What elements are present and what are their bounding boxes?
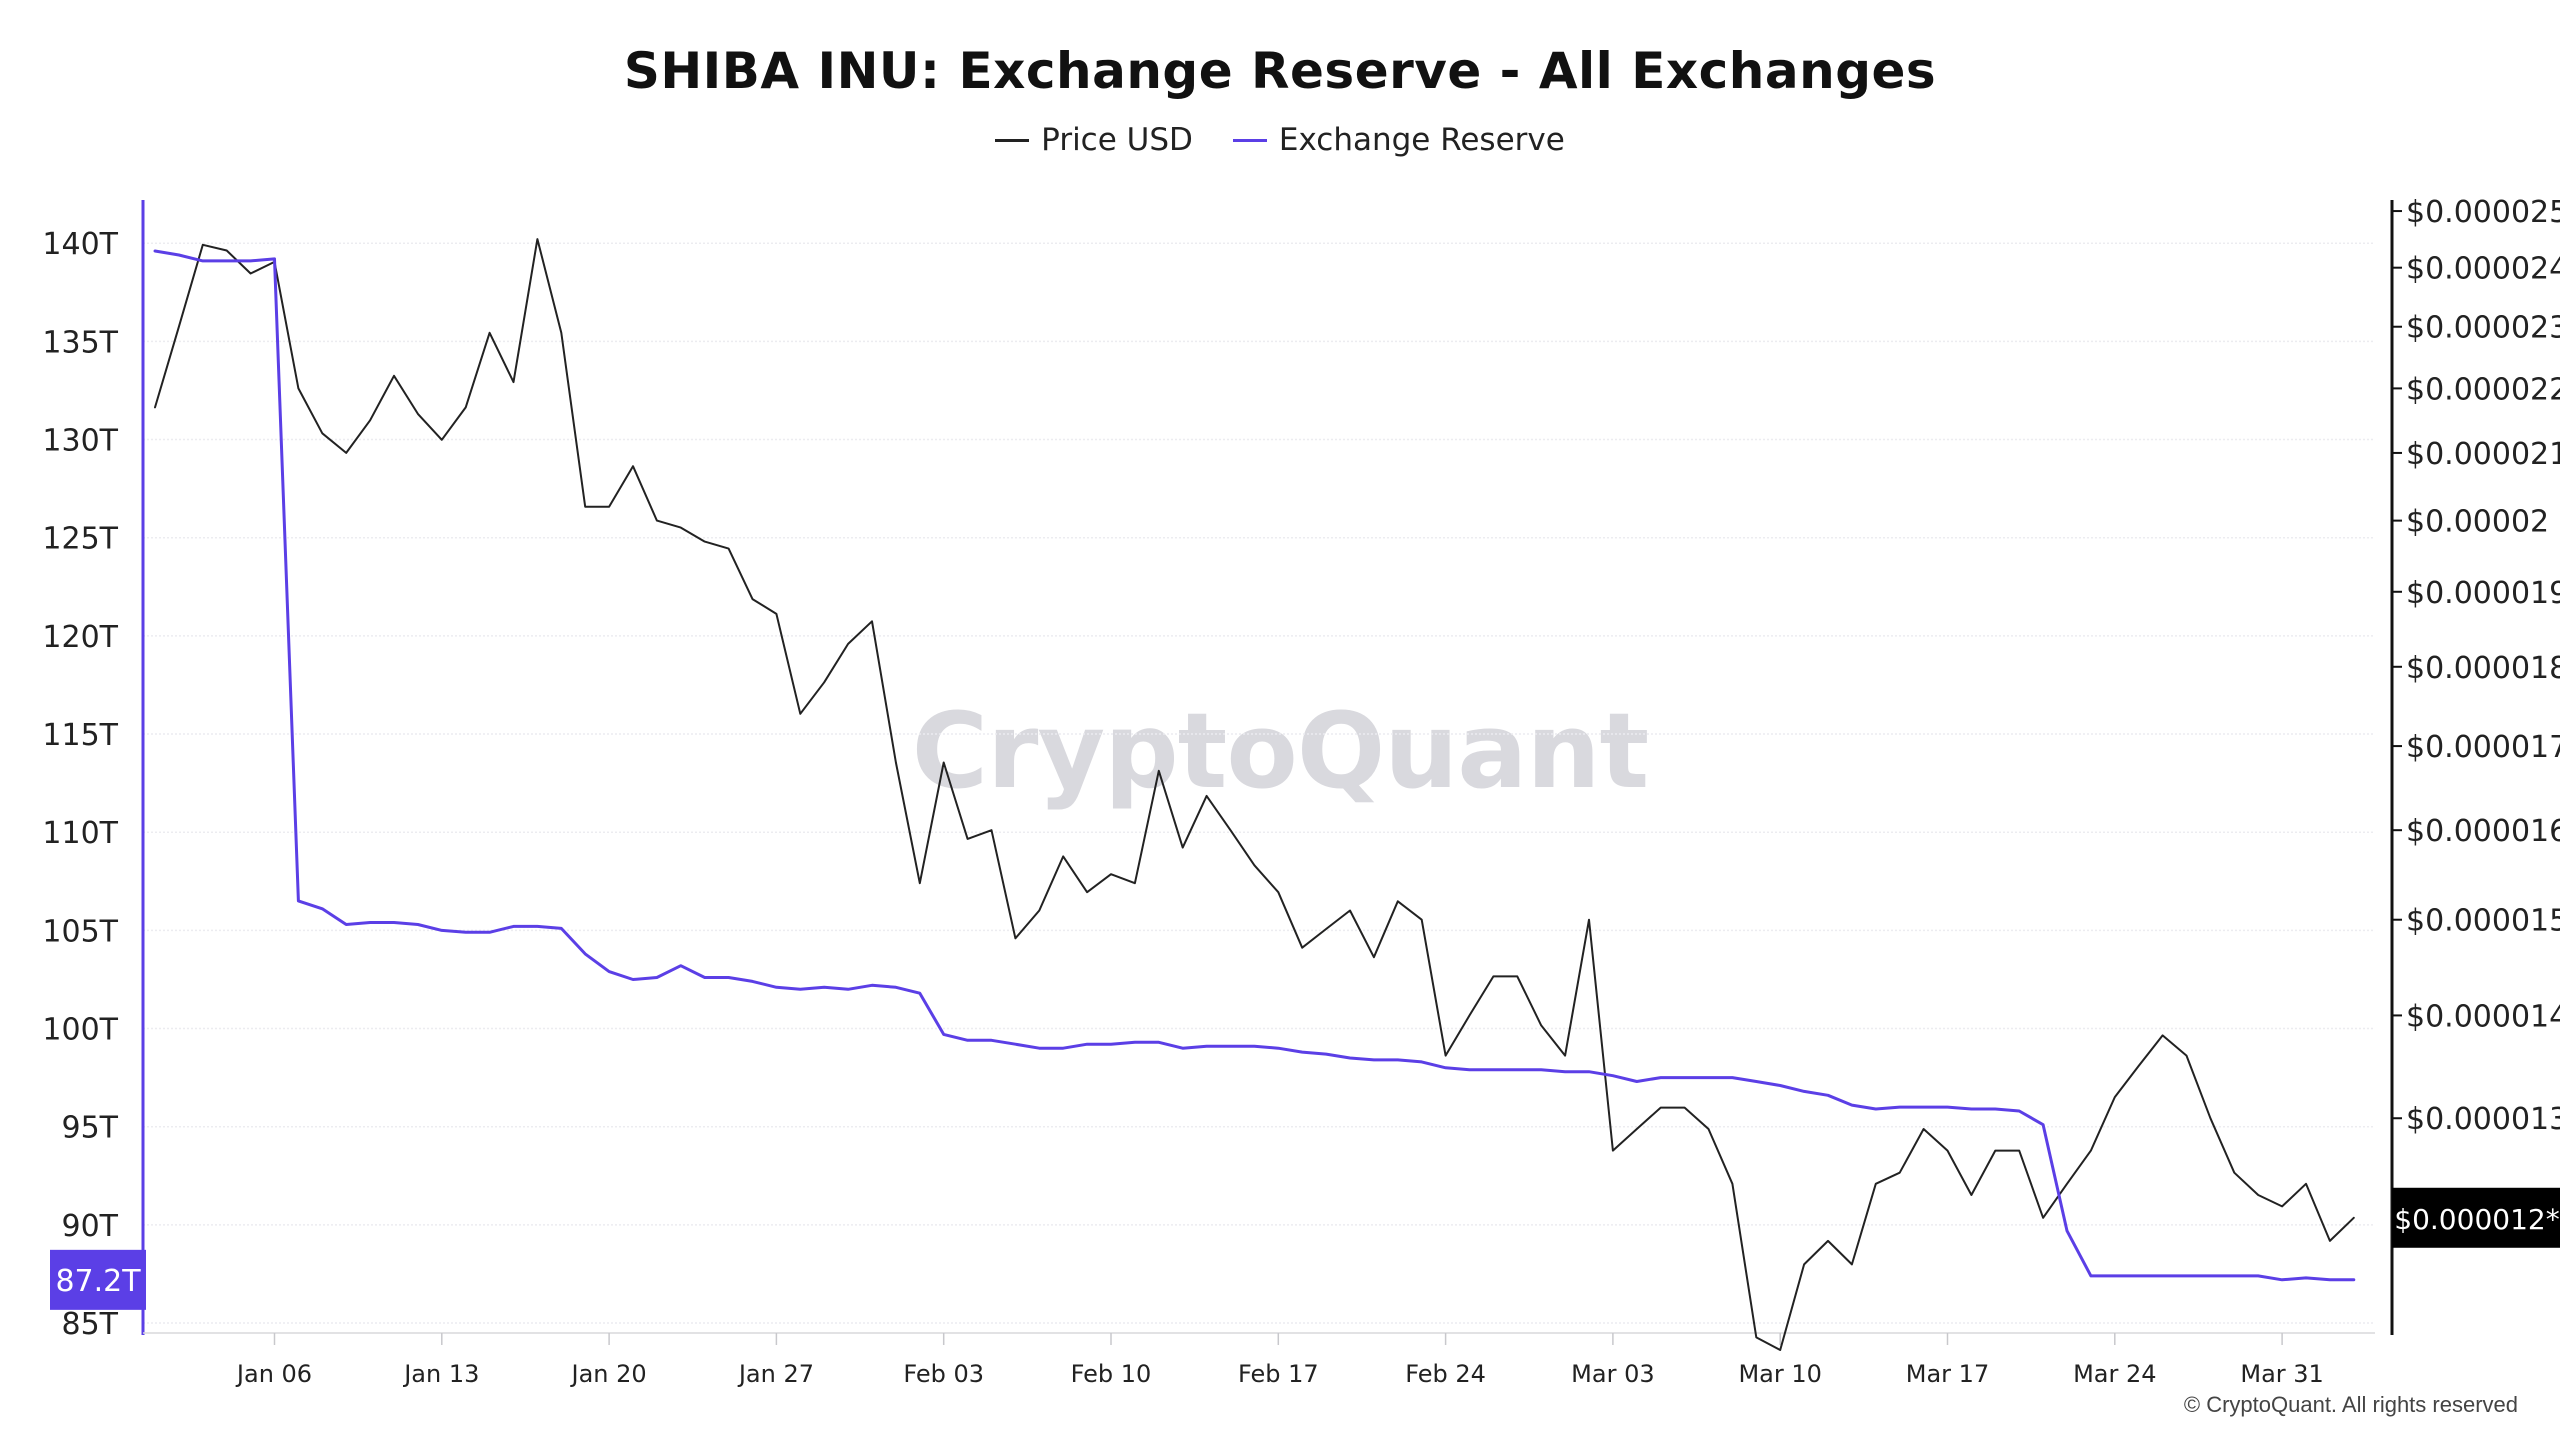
- axis-layer: [141, 200, 2402, 1345]
- x-tick-label-feb-03: Feb 03: [903, 1360, 984, 1388]
- left-current-label: 87.2T: [55, 1264, 141, 1299]
- x-tick-label-mar-03: Mar 03: [1571, 1360, 1654, 1388]
- legend-item-price[interactable]: Price USD: [995, 122, 1193, 158]
- left-tick-label-125T: 125T: [42, 522, 118, 557]
- x-tick-label-feb-17: Feb 17: [1238, 1360, 1319, 1388]
- label-layer: 140T 135T 130T 125T 120T 115T 110T 105T 100T 95T 9…: [42, 195, 2560, 1388]
- left-tick-label-105T: 105T: [42, 914, 118, 949]
- left-tick-label-90T: 90T: [62, 1209, 119, 1244]
- right-tick-label-5: $0.00002: [2406, 505, 2549, 540]
- x-tick-label-mar-10: Mar 10: [1738, 1360, 1821, 1388]
- right-current-label: $0.000012*: [2394, 1203, 2559, 1236]
- x-tick-label-jan-20: Jan 20: [570, 1360, 647, 1388]
- right-tick-label-4: $0.000021: [2406, 437, 2560, 472]
- left-tick-label-130T: 130T: [42, 424, 118, 459]
- legend-swatch-price: [995, 138, 1030, 142]
- price-usd-line: [154, 238, 2355, 1351]
- right-tick-label-8: $0.000017: [2406, 730, 2560, 765]
- right-tick-label-3: $0.000022: [2406, 372, 2560, 407]
- x-tick-label-jan-27: Jan 27: [737, 1360, 814, 1388]
- left-tick-label-95T: 95T: [62, 1111, 119, 1146]
- left-tick-label-100T: 100T: [42, 1013, 118, 1048]
- left-tick-label-110T: 110T: [42, 816, 118, 851]
- left-tick-label-135T: 135T: [42, 325, 118, 360]
- right-current-badge: [2392, 1187, 2560, 1248]
- legend-swatch-reserve: [1232, 138, 1267, 142]
- left-current-badge: [50, 1249, 146, 1310]
- right-tick-label-7: $0.000018: [2406, 651, 2560, 686]
- right-tick-label-2: $0.000023: [2406, 311, 2560, 346]
- x-tick-label-feb-10: Feb 10: [1071, 1360, 1152, 1388]
- right-tick-label-10: $0.000015: [2406, 904, 2560, 939]
- x-tick-label-mar-17: Mar 17: [1906, 1360, 1989, 1388]
- right-tick-label-0: $0.000025: [2406, 195, 2560, 230]
- series-layer: [153, 238, 2356, 1351]
- watermark: CryptoQuant: [911, 690, 1649, 812]
- right-tick-label-9: $0.000016: [2406, 814, 2560, 849]
- legend-item-reserve[interactable]: Exchange Reserve: [1232, 122, 1565, 158]
- exchange-reserve-line: [153, 249, 2356, 1282]
- left-tick-label-115T: 115T: [42, 718, 118, 753]
- x-tick-label-mar-24: Mar 24: [2073, 1360, 2156, 1388]
- legend-label-reserve: Exchange Reserve: [1278, 122, 1565, 158]
- copyright: © CryptoQuant. All rights reserved: [2183, 1392, 2518, 1417]
- right-tick-label-1: $0.000024: [2406, 252, 2560, 287]
- left-tick-label-120T: 120T: [42, 620, 118, 655]
- right-tick-label-12: $0.000013: [2406, 1102, 2560, 1137]
- left-tick-label-85T: 85T: [62, 1307, 119, 1342]
- right-tick-label-6: $0.000019: [2406, 576, 2560, 611]
- x-tick-label-jan-13: Jan 13: [402, 1360, 479, 1388]
- x-tick-label-jan-06: Jan 06: [235, 1360, 312, 1388]
- left-tick-label-140T: 140T: [42, 227, 118, 262]
- chart-title: SHIBA INU: Exchange Reserve - All Exchan…: [623, 42, 1937, 100]
- legend-label-price: Price USD: [1041, 122, 1193, 158]
- legend: Price USD Exchange Reserve: [0, 122, 2560, 158]
- grid-layer: [143, 242, 2375, 1324]
- right-tick-label-11: $0.000014: [2406, 999, 2560, 1034]
- x-tick-label-mar-31: Mar 31: [2240, 1360, 2323, 1388]
- x-tick-label-feb-24: Feb 24: [1405, 1360, 1486, 1388]
